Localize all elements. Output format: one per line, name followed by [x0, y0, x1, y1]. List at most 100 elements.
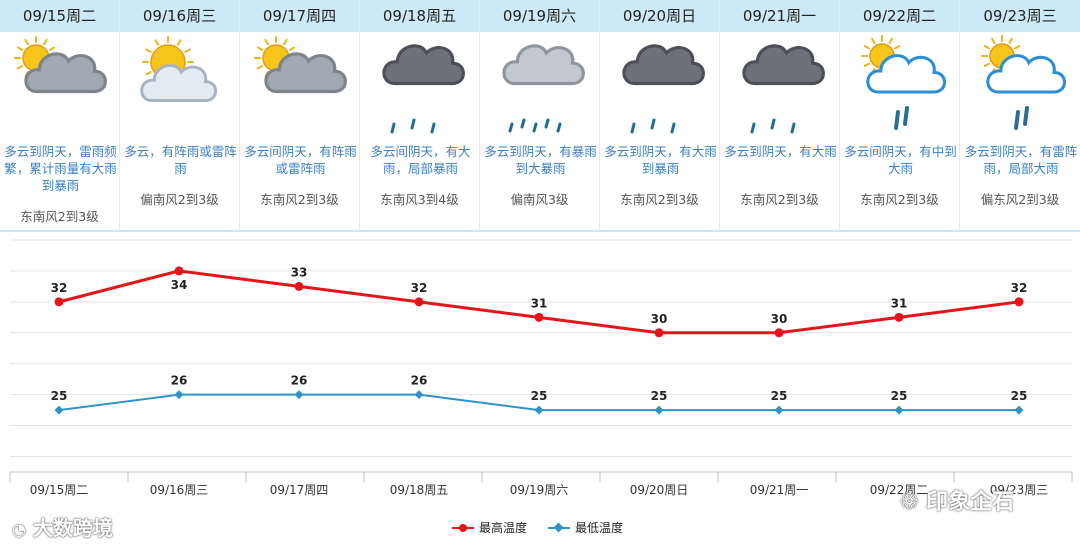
data-point-high[interactable]: [294, 281, 304, 291]
x-tick-label: 09/15周二: [30, 483, 89, 497]
data-label-high: 31: [531, 296, 548, 310]
data-point-low[interactable]: [414, 390, 424, 400]
sun-rain-cloud-icon: [840, 34, 960, 140]
legend-label-low: 最低温度: [575, 521, 624, 535]
x-tick-label: 09/17周四: [270, 483, 329, 497]
data-point-low[interactable]: [774, 405, 784, 415]
data-point-high[interactable]: [1014, 297, 1024, 307]
watermark-right: ❁ 印象企石: [900, 484, 1014, 516]
data-point-high[interactable]: [414, 297, 424, 307]
legend-swatch-high: [452, 522, 474, 534]
data-label-high: 32: [51, 281, 68, 295]
day-wind: 东南风2到3级: [740, 192, 819, 207]
legend-marker-circle: [459, 523, 467, 532]
data-point-low[interactable]: [174, 390, 184, 400]
day-card: 09/16周三 多云，有阵雨或雷阵雨 偏南风2到3级: [120, 0, 240, 230]
data-point-high[interactable]: [54, 297, 64, 307]
data-label-low: 25: [531, 389, 548, 403]
partly-cloudy-sun-icon: [240, 34, 360, 140]
data-point-low[interactable]: [54, 405, 64, 415]
weibo-logo-icon: ◔: [12, 520, 26, 539]
x-tick-label: 09/23周三: [990, 483, 1049, 497]
day-card: 09/23周三 多云到阴天，有雷阵雨，局部大雨 偏东风2到3级: [960, 0, 1080, 230]
legend-marker-diamond: [553, 522, 564, 532]
day-card: 09/19周六 多云到阴天，有暴雨到大暴雨 偏南风3级: [480, 0, 600, 230]
day-wind: 东南风2到3级: [620, 192, 699, 207]
heavy-rain-cloud-icon: [720, 34, 840, 140]
sun-behind-cloud-icon: [120, 34, 240, 140]
day-card: 09/22周二 多云间阴天，有中到大雨 东南风2到3级: [840, 0, 960, 230]
day-description: 多云间阴天，有中到大雨: [844, 144, 957, 176]
x-tick-label: 09/21周一: [750, 483, 809, 497]
day-card: 09/21周一 多云到阴天，有大雨 东南风2到3级: [720, 0, 840, 230]
data-point-low[interactable]: [894, 405, 904, 415]
day-date: 09/22周二: [840, 0, 959, 32]
day-wind: 偏南风3级: [510, 192, 569, 207]
day-description: 多云，有阵雨或雷阵雨: [124, 144, 237, 176]
day-date: 09/15周二: [0, 0, 119, 32]
data-label-low: 25: [51, 389, 68, 403]
partly-cloudy-sun-icon: [0, 34, 120, 140]
watermark-right-text: 印象企石: [926, 490, 1015, 515]
day-wind: 东南风2到3级: [860, 192, 939, 207]
legend-label-high: 最高温度: [479, 521, 528, 535]
heavy-rain-cloud-icon: [600, 34, 720, 140]
data-label-high: 30: [651, 312, 668, 326]
data-point-low[interactable]: [534, 405, 544, 415]
x-tick-label: 09/16周三: [150, 483, 209, 497]
wechat-logo-icon: ❁: [900, 490, 919, 515]
x-tick-label: 09/19周六: [510, 483, 569, 497]
data-label-high: 34: [171, 278, 188, 292]
day-description: 多云到阴天，有大雨: [724, 144, 837, 159]
data-label-high: 33: [291, 265, 308, 279]
day-wind: 偏南风2到3级: [140, 192, 219, 207]
data-point-low[interactable]: [654, 405, 664, 415]
data-label-high: 30: [771, 312, 788, 326]
day-card: 09/20周日 多云到阴天，有大雨到暴雨 东南风2到3级: [600, 0, 720, 230]
day-description: 多云到阴天，有大雨到暴雨: [604, 144, 717, 176]
x-tick-label: 09/20周日: [630, 483, 689, 497]
temperature-line-chart: 09/15周二 09/16周三 09/17周四 09/18周五 09/19周六 09/20…: [9, 239, 1073, 497]
chart-legend: 最高温度 最低温度: [0, 519, 1080, 539]
day-date: 09/16周三: [120, 0, 239, 32]
day-description: 多云到阴天，雷雨频繁，累计雨量有大雨到暴雨: [4, 144, 117, 193]
day-date: 09/20周日: [600, 0, 719, 32]
data-point-high[interactable]: [534, 312, 544, 322]
sun-rain-cloud-icon: [960, 34, 1080, 140]
forecast-strip: 09/15周二 多云到阴天，雷雨频繁，累计雨量有大雨到暴雨 东南风2到3级 09…: [0, 0, 1080, 232]
data-label-low: 26: [411, 374, 428, 388]
day-description: 多云到阴天，有雷阵雨，局部大雨: [964, 144, 1078, 176]
data-point-high[interactable]: [894, 312, 904, 322]
data-point-high[interactable]: [174, 266, 184, 276]
data-label-low: 26: [291, 374, 308, 388]
data-label-low: 25: [1011, 389, 1028, 403]
day-date: 09/19周六: [480, 0, 599, 32]
data-label-high: 32: [411, 281, 428, 295]
watermark-left: ◔ 大数跨境: [12, 512, 113, 541]
x-tick-label: 09/22周二: [870, 483, 929, 497]
day-date: 09/17周四: [240, 0, 359, 32]
data-point-low[interactable]: [294, 390, 304, 400]
day-wind: 东南风3到4级: [380, 192, 459, 207]
data-point-low[interactable]: [1014, 405, 1024, 415]
legend-swatch-low: [548, 522, 570, 534]
data-label-low: 25: [651, 389, 668, 403]
data-label-low: 25: [891, 389, 908, 403]
legend-item-low[interactable]: 最低温度: [548, 519, 623, 536]
day-description: 多云间阴天，有阵雨或雷阵雨: [244, 144, 357, 176]
data-point-high[interactable]: [654, 328, 664, 338]
day-wind: 东南风2到3级: [20, 209, 99, 224]
day-description: 多云间阴天，有大雨，局部暴雨: [370, 144, 471, 176]
day-card: 09/15周二 多云到阴天，雷雨频繁，累计雨量有大雨到暴雨 东南风2到3级: [0, 0, 120, 230]
legend-item-high[interactable]: 最高温度: [452, 519, 527, 536]
x-tick-label: 09/18周五: [390, 483, 449, 497]
day-date: 09/23周三: [960, 0, 1080, 32]
day-date: 09/18周五: [360, 0, 479, 32]
day-card: 09/17周四 多云间阴天，有阵雨或雷阵雨 东南风2到3级: [240, 0, 360, 230]
heavy-rain-cloud-icon: [360, 34, 480, 140]
day-wind: 偏东风2到3级: [980, 192, 1060, 207]
data-label-high: 32: [1011, 281, 1028, 295]
data-point-high[interactable]: [774, 328, 784, 338]
day-card: 09/18周五 多云间阴天，有大雨，局部暴雨 东南风3到4级: [360, 0, 480, 230]
data-label-high: 31: [891, 296, 908, 310]
